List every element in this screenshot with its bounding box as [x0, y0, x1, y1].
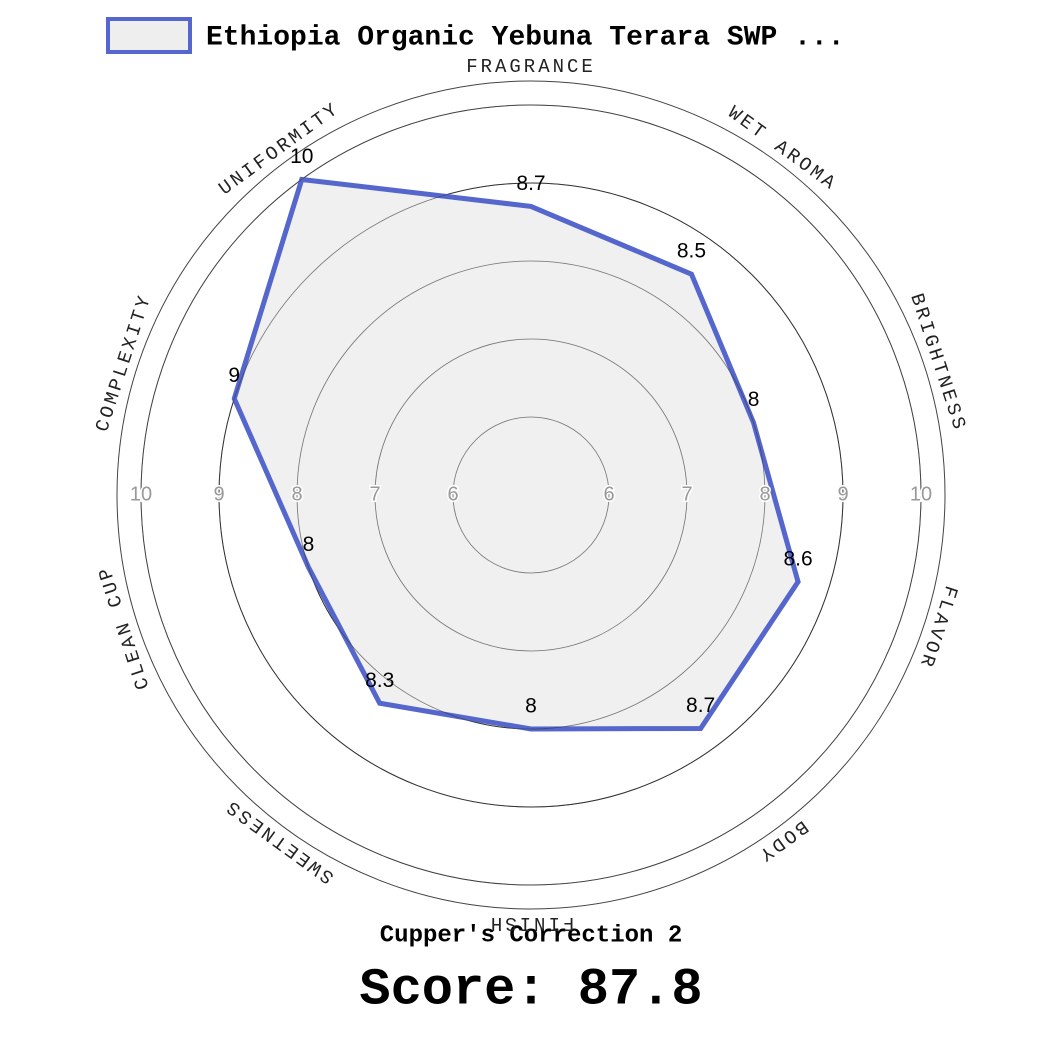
r-tick-label: 10	[130, 483, 152, 505]
score: Score: 87.8	[359, 961, 702, 1020]
r-tick-label: 9	[213, 483, 224, 505]
data-label: 8.6	[783, 547, 812, 570]
r-tick-label: 10	[910, 483, 932, 505]
r-tick-label: 6	[603, 483, 614, 505]
outer-ring	[116, 80, 946, 910]
data-label: 8.7	[516, 172, 545, 195]
grid-circle	[452, 416, 610, 574]
data-label: 8.7	[686, 694, 715, 717]
grid-circle	[296, 260, 766, 730]
r-tick-label: 7	[369, 483, 380, 505]
grid-circle	[140, 104, 922, 886]
data-label: 8	[525, 695, 537, 718]
axis-label: SWEETNESS	[221, 794, 339, 888]
annotation: Cupper's Correction 2	[380, 922, 682, 949]
axis-label: BRIGHTNESS	[905, 291, 970, 435]
axis-label: FINISH	[488, 912, 574, 934]
axis-label: COMPLEXITY	[91, 291, 156, 435]
r-tick-label: 6	[447, 483, 458, 505]
r-tick-label: 8	[759, 483, 770, 505]
r-tick-label: 9	[837, 483, 848, 505]
data-label: 9	[228, 364, 240, 387]
r-tick-label: 8	[291, 483, 302, 505]
axis-label: FLAVOR	[914, 583, 962, 672]
grid-circle	[218, 182, 844, 808]
data-label: 8	[303, 533, 315, 556]
legend-swatch	[106, 17, 192, 54]
axis-label: FRAGRANCE	[466, 56, 596, 78]
legend-label: Ethiopia Organic Yebuna Terara SWP ...	[206, 22, 845, 53]
data-label: 8.5	[677, 240, 706, 263]
axis-label: CLEAN CUP	[93, 562, 154, 692]
axis-label: WET AROMA	[724, 102, 842, 196]
data-label: 8.3	[365, 669, 394, 692]
data-label: 8	[748, 388, 760, 411]
axis-label: BODY	[753, 815, 813, 867]
r-tick-label: 7	[681, 483, 692, 505]
radar-area	[231, 176, 801, 732]
grid-circle	[374, 338, 688, 652]
data-label: 10	[290, 145, 313, 168]
